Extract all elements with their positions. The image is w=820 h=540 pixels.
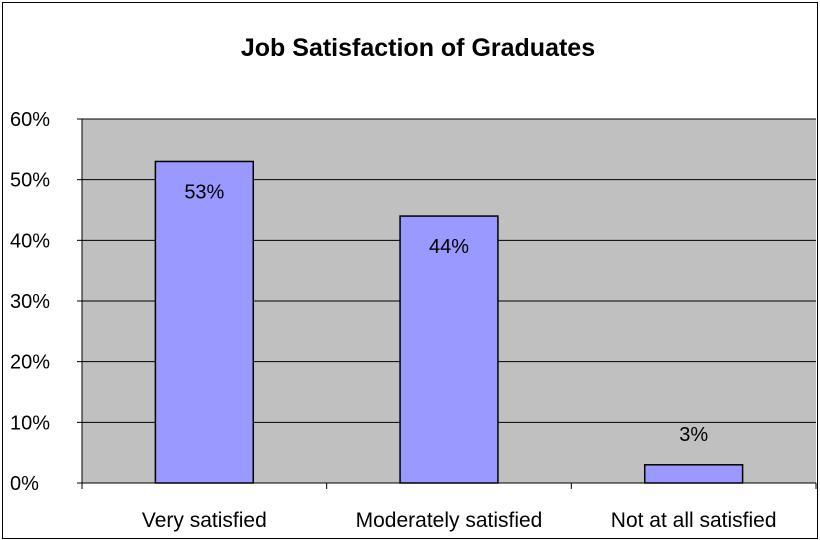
y-tick-label: 10% [10,412,50,434]
x-axis: Very satisfied Moderately satisfied Not at… [81,482,817,532]
bar [154,160,255,484]
data-label: 44% [429,236,469,258]
y-tick-label: 60% [10,109,50,131]
bar [643,464,744,484]
x-tick-label: Moderately satisfied [356,509,543,532]
data-labels: 53% 44% 3% [184,181,708,445]
y-tick-label: 40% [10,230,50,252]
chart-title: Job Satisfaction of Graduates [241,34,595,62]
y-tick-label: 50% [10,170,50,192]
x-tick-label: Very satisfied [142,509,267,532]
x-tick-label: Not at all satisfied [611,509,777,532]
bars [154,160,744,484]
y-tick-label: 30% [10,291,50,313]
y-tick-label: 20% [10,352,50,374]
y-tick-label: 0% [10,473,39,495]
data-label: 53% [184,181,224,203]
data-label: 3% [679,424,708,446]
y-axis: 0% 10% 20% 30% 40% 50% 60% [10,109,83,495]
